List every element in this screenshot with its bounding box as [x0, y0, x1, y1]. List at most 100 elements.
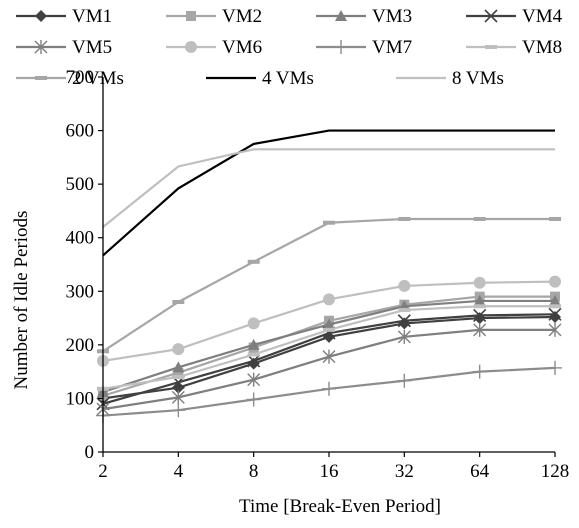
x-tick-label: 2 [98, 461, 108, 482]
legend-item: VM6 [166, 37, 262, 58]
legend-label: 4 VMs [262, 68, 314, 89]
legend-marker [335, 10, 347, 21]
data-point [548, 360, 562, 375]
series-line [102, 148, 555, 228]
legend-marker [334, 40, 348, 54]
data-point [322, 349, 336, 364]
data-point [323, 318, 335, 330]
data-point [473, 216, 486, 221]
legend-item: VM1 [16, 6, 112, 27]
data-point [322, 381, 336, 396]
legend-marker [485, 45, 497, 49]
series-4-vms [102, 129, 555, 257]
legend-marker [186, 11, 196, 21]
data-point [323, 327, 335, 332]
y-tick-label: 300 [66, 281, 95, 302]
data-point [548, 322, 562, 337]
axes: 0 100 200 300 400 500 600 700 2 4 8 16 32 64 128 [66, 67, 570, 482]
data-point [247, 354, 261, 368]
data-point [323, 220, 335, 225]
legend-item: VM2 [166, 6, 262, 27]
series-8-vms [102, 148, 555, 228]
legend-label: 2 VMs [72, 68, 124, 89]
data-point [473, 304, 486, 309]
legend: VM1 VM2 VM3 VM4 VM5 VM6 VM7 VM8 2 VMs 4 VMs 8 VMs [16, 6, 563, 89]
legend-item: VM8 [466, 37, 562, 58]
data-point [473, 294, 486, 306]
legend-label: VM5 [72, 37, 112, 58]
legend-label: VM3 [372, 6, 412, 27]
y-tick-label: 600 [66, 121, 95, 142]
data-point [397, 314, 411, 328]
data-point [473, 276, 486, 289]
data-point [172, 375, 185, 379]
data-point [247, 372, 261, 387]
data-point [247, 259, 260, 264]
x-axis-label: Time [Break-Even Period] [239, 496, 441, 517]
legend-marker [185, 41, 197, 53]
x-tick-label: 64 [470, 461, 490, 482]
data-point [398, 317, 411, 330]
x-tick-label: 32 [395, 461, 414, 482]
plot-area [96, 129, 562, 423]
legend-marker [34, 40, 48, 54]
data-point [247, 338, 260, 350]
legend-label: 8 VMs [452, 68, 504, 89]
data-point [398, 216, 411, 221]
series-vm7 [96, 360, 562, 423]
series-vm5 [96, 322, 562, 417]
data-point [472, 364, 487, 379]
legend-item: 8 VMs [396, 68, 504, 89]
data-point [397, 373, 412, 388]
data-point [473, 322, 487, 337]
legend-label: VM7 [372, 37, 412, 58]
legend-label: VM1 [72, 6, 112, 27]
series-vm3 [97, 294, 561, 397]
y-tick-label: 400 [66, 228, 95, 249]
y-tick-label: 700 [66, 67, 95, 88]
data-point [246, 392, 261, 407]
legend-item: VM5 [16, 37, 112, 58]
y-axis-label: Number of Idle Periods [11, 211, 32, 390]
data-point [172, 300, 185, 304]
x-tick-label: 128 [541, 461, 570, 482]
x-tick-label: 8 [249, 461, 259, 482]
y-tick-label: 0 [85, 442, 95, 463]
legend-item: VM4 [466, 6, 563, 27]
legend-item: VM7 [316, 37, 412, 58]
legend-marker [35, 76, 47, 80]
data-point [247, 317, 260, 330]
legend-label: VM6 [222, 37, 262, 58]
data-point [323, 293, 335, 306]
legend-item: VM3 [316, 6, 412, 27]
data-point [549, 304, 561, 309]
data-point [549, 275, 561, 288]
data-point [173, 367, 184, 378]
legend-label: VM8 [522, 37, 562, 58]
data-point [172, 361, 185, 373]
x-tick-label: 16 [320, 461, 339, 482]
legend-item: 4 VMs [206, 68, 314, 89]
legend-label: VM4 [522, 6, 563, 27]
data-point [171, 390, 185, 405]
x-tick-label: 4 [174, 461, 184, 482]
legend-marker [484, 9, 498, 23]
data-point [549, 294, 561, 306]
y-tick-label: 100 [66, 388, 95, 409]
data-point [397, 329, 411, 344]
data-point [549, 216, 561, 221]
data-point [548, 307, 562, 321]
data-point [247, 352, 260, 357]
data-point [473, 312, 486, 325]
series-line [102, 295, 555, 397]
y-tick-label: 200 [66, 335, 95, 356]
legend-label: VM2 [222, 6, 262, 27]
data-point [398, 279, 411, 292]
data-point [398, 308, 411, 313]
series-line [102, 129, 555, 257]
series-vm6 [97, 275, 561, 367]
data-point [171, 403, 186, 418]
data-point [549, 311, 561, 323]
